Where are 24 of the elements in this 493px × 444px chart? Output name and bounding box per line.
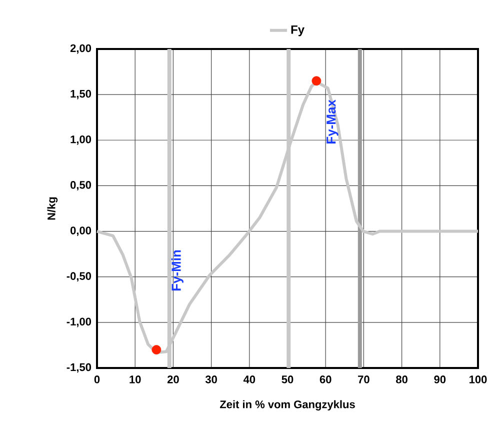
y-tick-label: -1,00: [66, 318, 92, 328]
y-tick-label: -0,50: [66, 272, 92, 282]
y-tick-label: 2,00: [70, 44, 92, 54]
x-tick-label: 100: [470, 376, 487, 384]
y-tick-label: -1,50: [66, 363, 92, 373]
x-tick-label: 70: [358, 376, 370, 384]
x-axis-title: Zeit in % vom Gangzyklus: [220, 400, 355, 410]
x-tick-label: 40: [243, 376, 256, 384]
x-tick-label: 0: [94, 376, 100, 384]
x-tick-label: 30: [205, 376, 217, 384]
y-tick-label: 1,50: [70, 90, 92, 100]
x-tick-label: 90: [434, 376, 446, 384]
x-tick-label: 20: [167, 376, 179, 384]
annotation: Fy-Max: [326, 100, 338, 144]
y-tick-label: 0,00: [70, 226, 92, 236]
x-tick-label: 60: [320, 376, 332, 384]
x-tick-label: 10: [130, 376, 141, 384]
x-tick-label: 80: [396, 376, 408, 384]
y-tick-label: 1,00: [70, 135, 92, 145]
y-axis-title: N/kg: [47, 197, 58, 220]
legend-label: Fy: [291, 25, 304, 36]
y-tick-label: 0,50: [70, 181, 92, 190]
x-tick-label: 50: [282, 376, 294, 384]
annotation: Fy-Min: [171, 250, 184, 291]
